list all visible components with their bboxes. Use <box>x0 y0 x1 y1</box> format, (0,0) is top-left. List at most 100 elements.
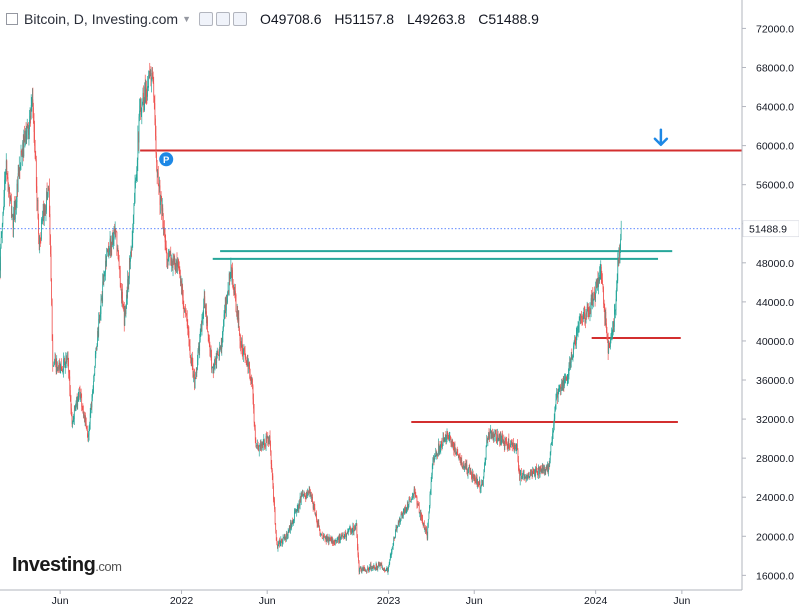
candle-body <box>601 277 603 281</box>
candle-body <box>172 261 173 268</box>
candle-body <box>454 444 455 451</box>
candle-body <box>174 258 176 267</box>
candle-body <box>402 510 404 516</box>
candle-body <box>119 270 121 287</box>
candle-body <box>497 434 498 442</box>
candle-body <box>421 513 422 519</box>
candle-body <box>273 486 274 500</box>
candle-body <box>189 345 191 356</box>
candle-body <box>266 436 267 438</box>
close-icon[interactable] <box>232 12 247 26</box>
candle-body <box>214 357 216 364</box>
candle-body <box>334 542 336 545</box>
candle-body <box>469 467 471 473</box>
last-price-label: 51488.9 <box>749 224 787 236</box>
candle-body <box>323 536 325 538</box>
candle-body <box>136 170 138 180</box>
candle-body <box>534 469 536 477</box>
candle-body <box>367 567 368 570</box>
candle-body <box>160 195 161 205</box>
candle-body <box>40 238 42 240</box>
candle-body <box>235 291 236 295</box>
candle-body <box>407 503 409 509</box>
candle-body <box>371 568 373 569</box>
candle-body <box>587 306 589 313</box>
candle-body <box>539 467 540 475</box>
candle-body <box>394 537 396 539</box>
candle-body <box>256 445 257 446</box>
candle-body <box>511 443 513 446</box>
candle-body <box>166 252 168 260</box>
collapse-icon[interactable] <box>6 13 18 25</box>
candle-body <box>464 463 466 468</box>
arrow-down-icon[interactable] <box>653 128 669 147</box>
candle-body <box>524 477 526 479</box>
candle-body <box>553 418 555 425</box>
candle-body <box>455 452 456 455</box>
candle-body <box>518 461 519 470</box>
candle-body <box>547 464 549 472</box>
candle-body <box>551 442 552 446</box>
candle-body <box>566 378 568 380</box>
candle-body <box>186 316 188 326</box>
candle-body <box>519 473 520 481</box>
candle-body <box>132 227 134 240</box>
candle-body <box>259 445 261 447</box>
candle-body <box>406 503 408 508</box>
candle-body <box>5 172 7 176</box>
candle-body <box>523 472 525 479</box>
candle-body <box>59 362 60 370</box>
candle-body <box>515 445 517 450</box>
candle-body <box>543 467 545 471</box>
candle-body <box>413 493 414 496</box>
y-tick-label: 16000.0 <box>756 570 794 582</box>
settings-icon[interactable] <box>215 12 230 26</box>
symbol-title[interactable]: Bitcoin, D, Investing.com <box>24 11 179 27</box>
candle-body <box>536 467 537 470</box>
candle-body <box>56 362 58 373</box>
candle-body <box>126 294 128 298</box>
candle-body <box>67 357 68 360</box>
price-axis[interactable]: 16000.0 20000.0 24000.0 28000.0 32000.0 36000… <box>741 0 799 590</box>
candle-body <box>532 470 534 475</box>
candle-body <box>115 229 117 231</box>
candle-body <box>442 437 444 446</box>
candle-body <box>508 439 510 447</box>
candle-body <box>9 188 10 199</box>
candle-body <box>1 233 3 238</box>
y-tick-label: 36000.0 <box>756 375 794 387</box>
candle-body <box>256 445 258 446</box>
candle-body <box>5 160 7 173</box>
chevron-down-icon[interactable]: ▼ <box>182 14 191 24</box>
candle-body <box>105 260 106 272</box>
candle-body <box>573 345 574 357</box>
candle-body <box>434 456 436 459</box>
candle-body <box>206 311 207 324</box>
candle-body <box>330 540 332 542</box>
candle-body <box>267 437 269 442</box>
candle-body <box>368 569 370 571</box>
candle-body <box>244 348 245 351</box>
candle-body <box>170 259 172 266</box>
candle-body <box>465 463 467 466</box>
candle-body <box>12 214 14 228</box>
candle-body <box>354 526 355 531</box>
candle-body <box>327 537 329 541</box>
time-axis[interactable]: Jun 2022 Jun 2023 Jun 2024 Jun <box>0 589 742 607</box>
candle-body <box>577 329 578 331</box>
candle-body <box>121 291 123 299</box>
candle-body <box>286 533 287 539</box>
candle-body <box>339 536 341 541</box>
candle-body <box>553 424 555 432</box>
candle-body <box>2 213 4 225</box>
candle-body <box>93 374 95 382</box>
candle-body <box>8 185 9 190</box>
candle-body <box>255 439 257 446</box>
p-marker[interactable]: P <box>159 152 174 167</box>
candle-body <box>329 537 330 539</box>
eye-icon[interactable] <box>198 12 213 26</box>
candle-body <box>450 438 452 444</box>
candle-body <box>118 251 119 261</box>
horizontal-levels[interactable] <box>140 149 742 424</box>
